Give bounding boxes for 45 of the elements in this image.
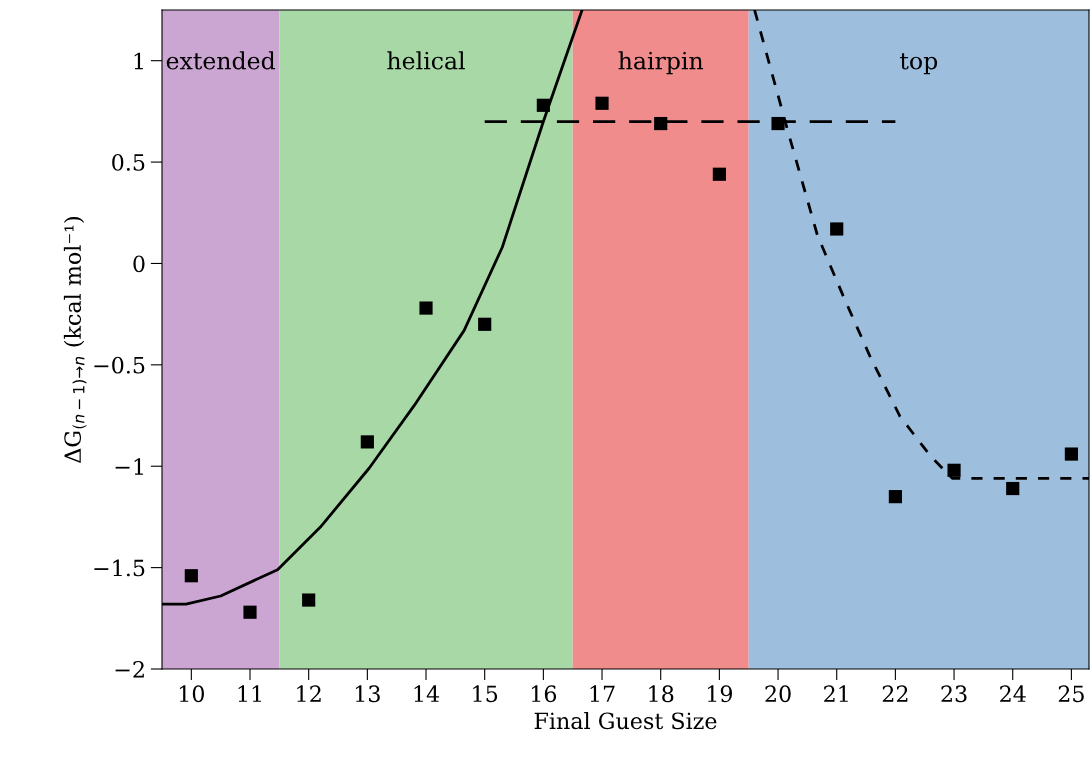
point xyxy=(947,463,961,477)
point xyxy=(1064,447,1078,461)
x-axis-title: Final Guest Size xyxy=(534,712,717,730)
y-tick-label: −0.5 xyxy=(94,356,145,374)
x-tick-label: 16 xyxy=(531,685,557,703)
point xyxy=(771,116,785,131)
x-tick-label: 22 xyxy=(882,685,908,702)
x-tick-label: 24 xyxy=(1000,685,1026,702)
x-tick-label: 14 xyxy=(414,685,440,702)
x-tick-label: 23 xyxy=(941,685,967,703)
point xyxy=(654,116,668,131)
x-tick-label: 12 xyxy=(297,685,321,702)
y-tick-label: −1.5 xyxy=(94,559,145,577)
band-label: helical xyxy=(387,51,465,70)
y-tick-label: −2 xyxy=(115,660,144,678)
x-tick-label: 20 xyxy=(765,685,791,703)
y-axis-title: ΔG$_{(n−1)→n}$ (kcal mol⁻¹) xyxy=(63,217,87,463)
x-tick-label: 19 xyxy=(707,685,733,703)
point xyxy=(360,435,374,449)
band-label: hairpin xyxy=(618,51,704,75)
band-label: top xyxy=(900,53,938,75)
x-tick-label: 15 xyxy=(473,685,498,703)
y-tick-label: 0.5 xyxy=(112,154,145,171)
point xyxy=(478,317,492,331)
x-tick-label: 13 xyxy=(355,685,380,703)
point xyxy=(184,569,198,583)
point xyxy=(1006,481,1020,496)
point xyxy=(302,593,316,607)
point xyxy=(830,222,844,236)
band-label: extended xyxy=(166,51,276,70)
x-tick-label: 17 xyxy=(590,685,615,702)
y-tick-label: 1 xyxy=(134,52,143,70)
point xyxy=(419,301,433,315)
point xyxy=(536,98,550,112)
x-tick-label: 25 xyxy=(1058,685,1084,703)
point xyxy=(712,167,726,181)
point xyxy=(243,605,257,619)
point xyxy=(595,96,609,110)
x-tick-label: 21 xyxy=(824,685,848,702)
x-tick-label: 18 xyxy=(649,685,674,703)
x-tick-label: 11 xyxy=(238,685,261,702)
x-tick-label: 10 xyxy=(179,685,204,703)
y-tick-label: −1 xyxy=(115,458,143,475)
point xyxy=(888,490,902,504)
y-tick-label: 0 xyxy=(133,255,145,273)
